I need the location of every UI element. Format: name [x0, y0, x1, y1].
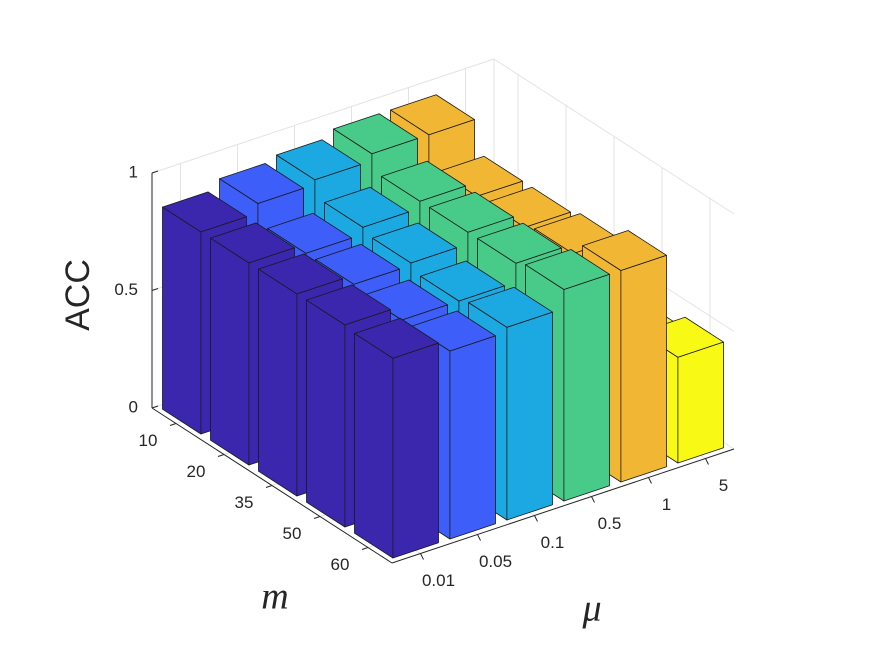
bar-top — [258, 253, 343, 295]
grid-line — [151, 58, 495, 174]
y-axis-label: μ — [581, 588, 601, 630]
labels: 0 0.5 1 10 20 35 50 60 0.01 0.05 0.1 0.5 1 5 — [114, 162, 728, 590]
x-tick — [361, 547, 369, 550]
bars — [162, 94, 724, 559]
y-tick — [705, 458, 709, 465]
z-tick-label: 0.5 — [114, 280, 138, 299]
bar-top — [390, 94, 475, 136]
bar-face — [162, 206, 202, 435]
x-tick — [265, 485, 273, 488]
y-tick-label: 5 — [719, 476, 728, 495]
z-axis-label: ACC — [59, 259, 97, 331]
y-tick-label: 0.1 — [541, 533, 565, 552]
bar-top — [429, 191, 514, 233]
bar-face — [563, 273, 610, 502]
x-tick-label: 50 — [283, 524, 302, 543]
bar-face — [506, 311, 553, 521]
x-tick — [313, 516, 321, 519]
z-tick-label: 1 — [129, 162, 138, 181]
bar-top — [210, 222, 295, 264]
x-tick-label: 20 — [187, 462, 206, 481]
y-tick-label: 0.5 — [598, 514, 622, 533]
y-tick — [420, 553, 424, 560]
bar-top — [525, 249, 610, 290]
bar — [354, 317, 439, 559]
bar-face — [210, 237, 250, 466]
bar-top — [582, 230, 667, 271]
x-tick — [169, 423, 177, 426]
bar-top — [162, 191, 247, 233]
axis-line — [391, 448, 735, 564]
z-tick — [151, 288, 159, 291]
bar-face — [258, 268, 298, 497]
bar-face — [620, 254, 667, 483]
bar-top — [477, 222, 562, 264]
bar-face — [306, 299, 346, 528]
bar-face — [677, 341, 724, 464]
y-tick — [534, 515, 538, 522]
y-tick-label: 0.05 — [479, 552, 512, 571]
y-tick — [477, 534, 481, 541]
bar-top — [468, 286, 553, 328]
bar-top — [354, 317, 439, 359]
bar-top — [324, 186, 409, 228]
bar-top — [333, 113, 418, 155]
bar-top — [381, 160, 466, 202]
x-tick-label: 10 — [139, 431, 158, 450]
y-tick — [591, 496, 595, 503]
bar-top — [267, 212, 352, 254]
bar-top — [420, 260, 505, 302]
x-tick — [217, 454, 225, 457]
bar-top — [315, 243, 400, 285]
bar-face — [392, 342, 439, 559]
x-axis-label: m — [261, 576, 288, 618]
bar-face — [449, 335, 496, 540]
bar-top — [306, 284, 391, 326]
y-tick-label: 0.01 — [422, 571, 455, 590]
x-tick-label: 60 — [331, 555, 350, 574]
z-tick-label: 0 — [129, 397, 138, 416]
bar-top — [372, 222, 457, 264]
bar-face — [354, 333, 394, 559]
bar-top — [276, 139, 361, 181]
x-tick-label: 35 — [235, 493, 254, 512]
y-tick — [648, 477, 652, 484]
grid-line — [493, 58, 735, 215]
bar-top — [219, 163, 304, 204]
y-tick-label: 1 — [662, 495, 671, 514]
z-tick — [151, 170, 159, 174]
z-tick — [151, 405, 159, 409]
